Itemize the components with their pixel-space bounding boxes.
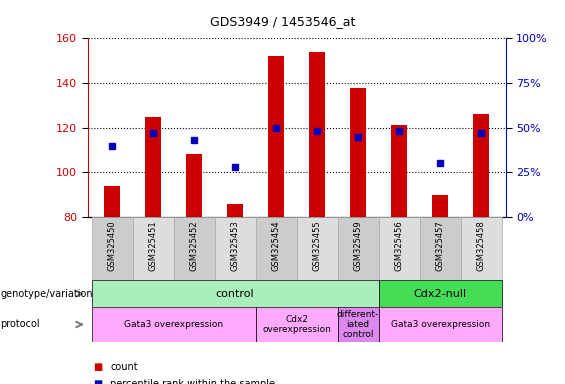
- Bar: [338, 307, 379, 342]
- Text: GSM325450: GSM325450: [108, 220, 116, 271]
- Bar: [268, 56, 284, 217]
- Text: GSM325452: GSM325452: [190, 220, 199, 271]
- Bar: [255, 307, 338, 342]
- Text: ■: ■: [93, 362, 102, 372]
- Text: GDS3949 / 1453546_at: GDS3949 / 1453546_at: [210, 15, 355, 28]
- Bar: [133, 217, 173, 280]
- Text: Cdx2-null: Cdx2-null: [414, 289, 467, 299]
- Text: Cdx2
overexpression: Cdx2 overexpression: [262, 315, 331, 334]
- Text: Gata3 overexpression: Gata3 overexpression: [124, 320, 223, 329]
- Bar: [92, 217, 133, 280]
- Bar: [227, 204, 244, 217]
- Bar: [379, 307, 502, 342]
- Bar: [420, 217, 460, 280]
- Bar: [173, 217, 215, 280]
- Text: percentile rank within the sample: percentile rank within the sample: [110, 379, 275, 384]
- Bar: [391, 126, 407, 217]
- Text: different-
iated
control: different- iated control: [337, 310, 379, 339]
- Bar: [432, 195, 448, 217]
- Bar: [309, 52, 325, 217]
- Text: GSM325455: GSM325455: [312, 220, 321, 271]
- Text: ■: ■: [93, 379, 102, 384]
- Bar: [460, 217, 502, 280]
- Bar: [92, 280, 379, 307]
- Text: GSM325454: GSM325454: [272, 220, 281, 271]
- Text: Gata3 overexpression: Gata3 overexpression: [390, 320, 490, 329]
- Bar: [297, 217, 338, 280]
- Bar: [473, 114, 489, 217]
- Text: GSM325458: GSM325458: [477, 220, 485, 271]
- Bar: [186, 154, 202, 217]
- Bar: [92, 307, 255, 342]
- Text: GSM325453: GSM325453: [231, 220, 240, 271]
- Text: GSM325457: GSM325457: [436, 220, 445, 271]
- Text: protocol: protocol: [1, 319, 40, 329]
- Text: GSM325451: GSM325451: [149, 220, 158, 271]
- Bar: [350, 88, 366, 217]
- Text: genotype/variation: genotype/variation: [1, 289, 93, 299]
- Text: control: control: [216, 289, 254, 299]
- Text: GSM325459: GSM325459: [354, 220, 363, 271]
- Bar: [255, 217, 297, 280]
- Bar: [379, 280, 502, 307]
- Text: GSM325456: GSM325456: [394, 220, 403, 271]
- Bar: [104, 186, 120, 217]
- Bar: [379, 217, 420, 280]
- Bar: [215, 217, 255, 280]
- Text: count: count: [110, 362, 138, 372]
- Bar: [145, 116, 162, 217]
- Bar: [338, 217, 379, 280]
